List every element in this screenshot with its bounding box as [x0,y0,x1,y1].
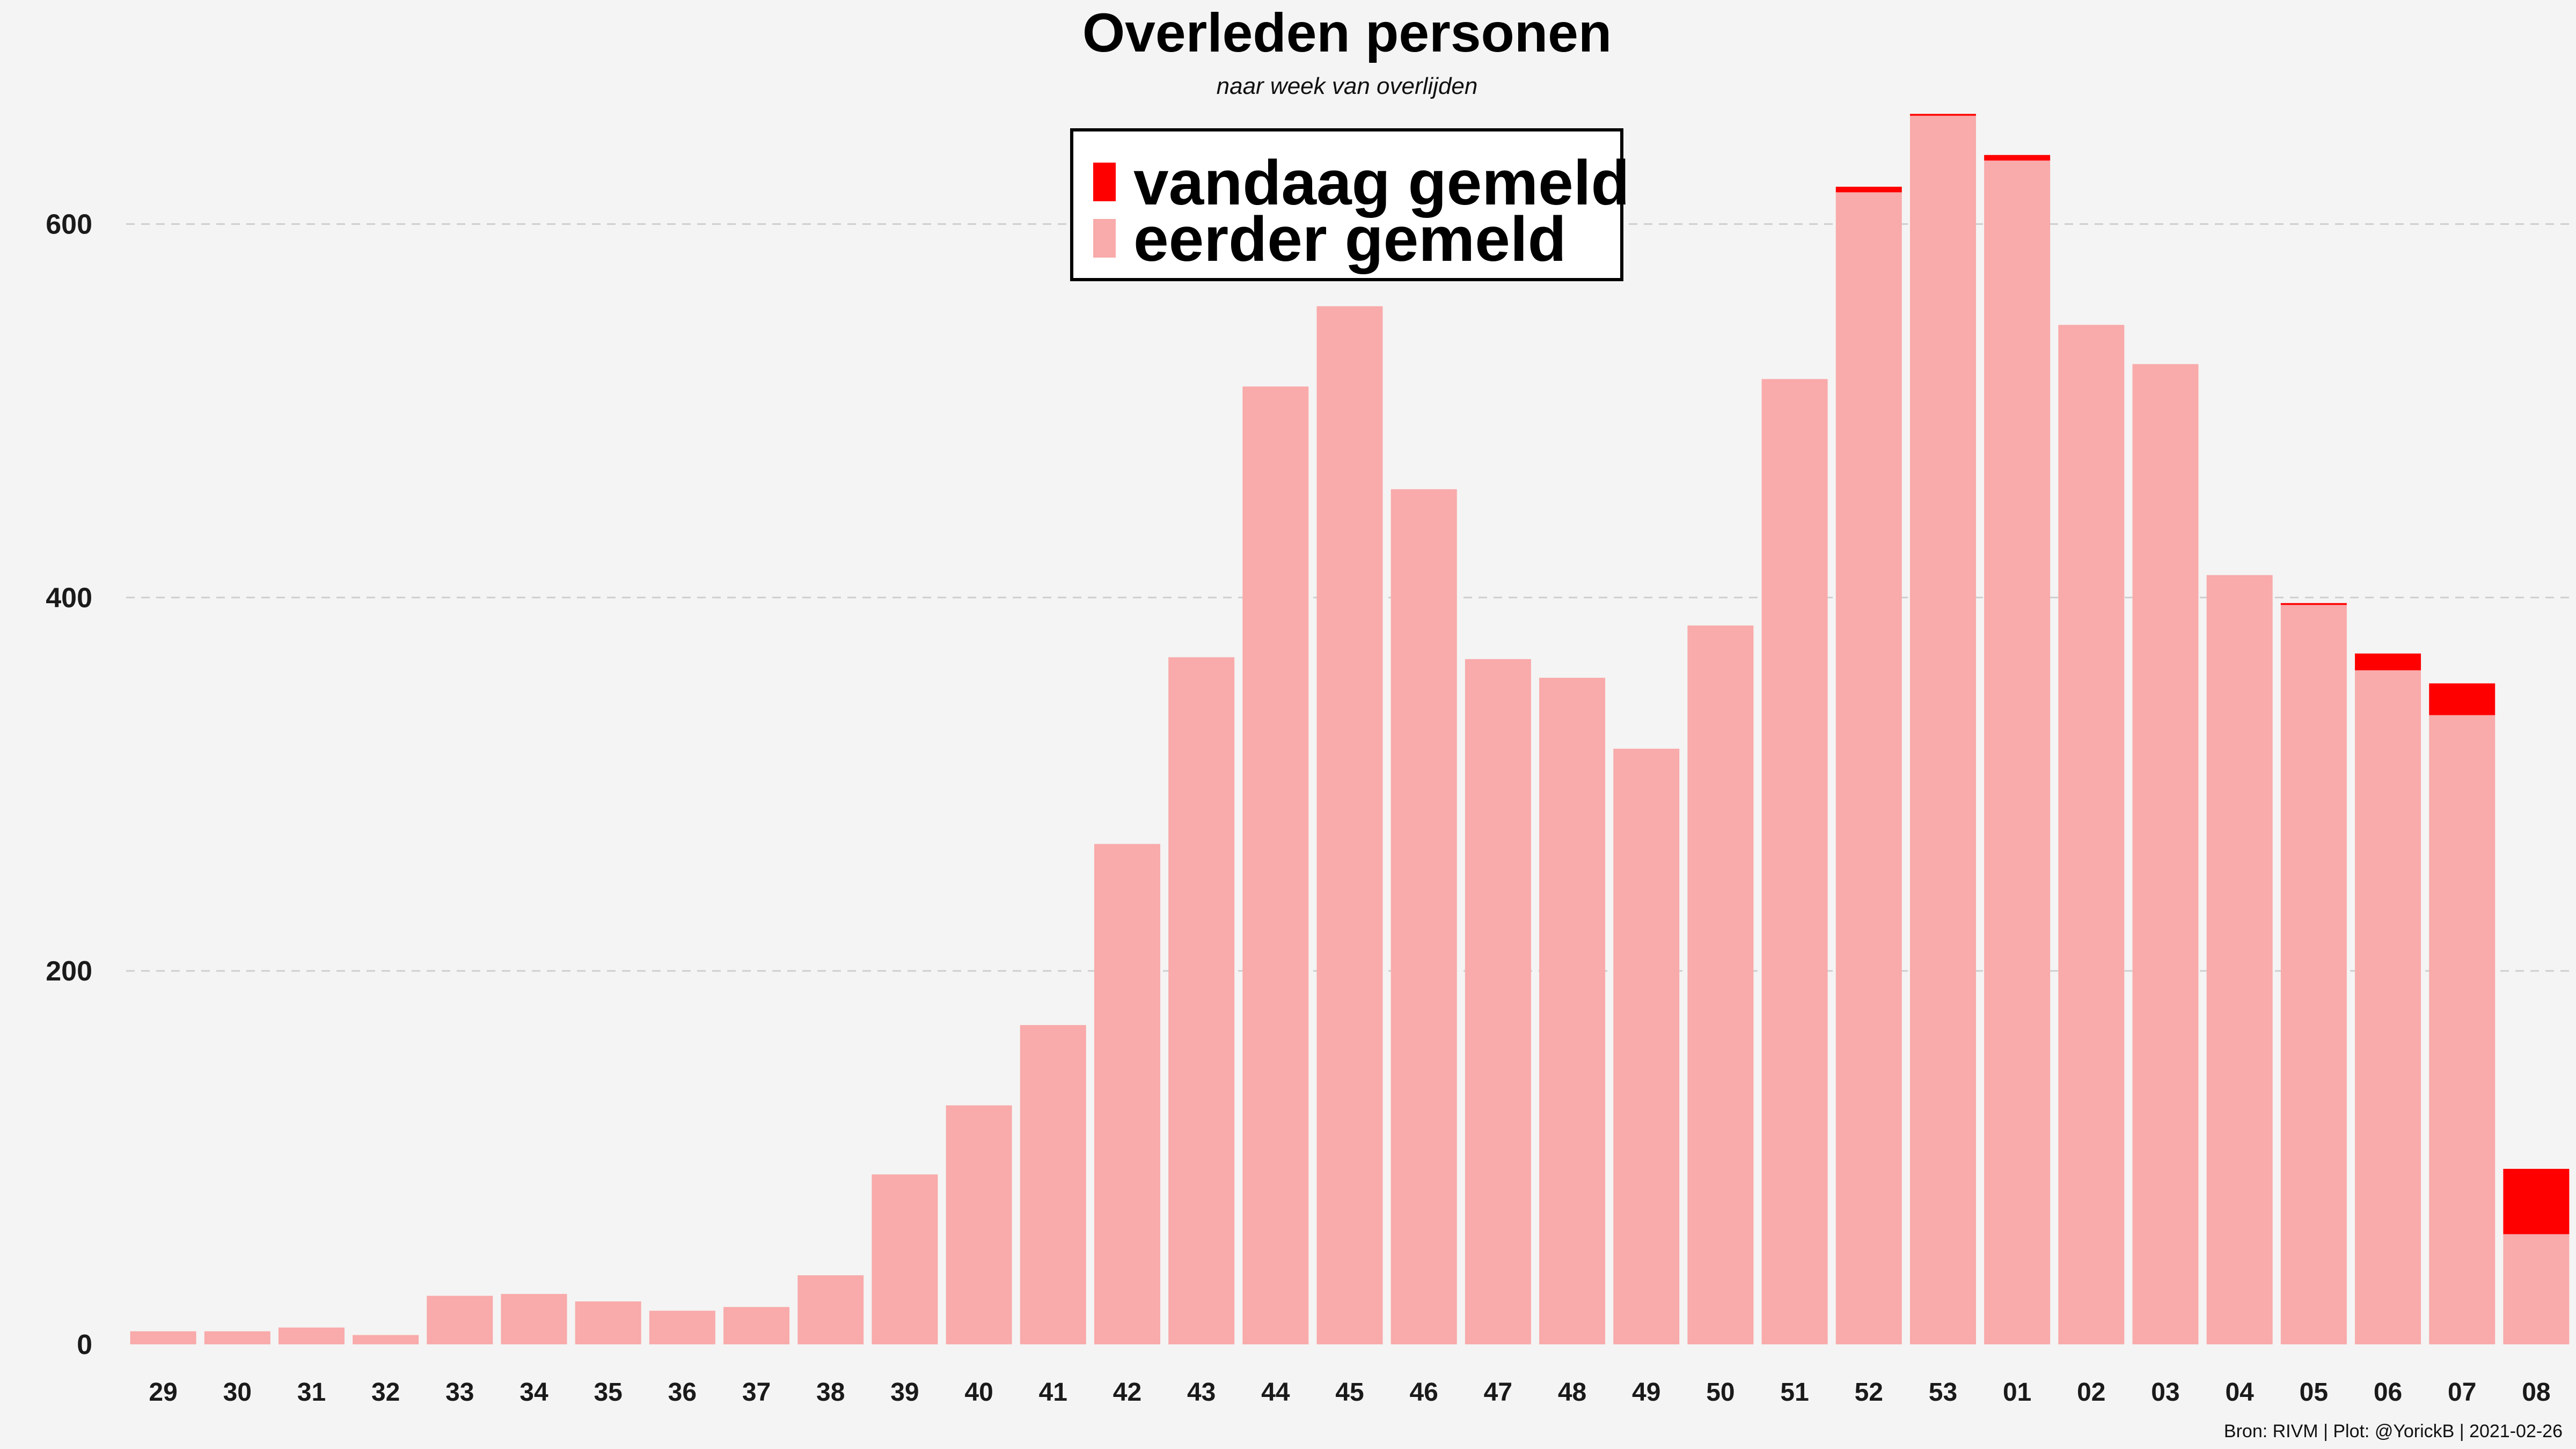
bar-eerder-gemeld-week-33 [427,1296,493,1344]
bar-vandaag-gemeld-week-08 [2503,1168,2570,1234]
y-axis-ticks: 0 200 400 600 [46,209,92,1361]
x-tick-label: 34 [519,1378,548,1407]
x-tick-label: 36 [668,1378,697,1407]
x-tick-label: 30 [223,1378,252,1407]
bar-eerder-gemeld-week-06 [2355,670,2421,1344]
x-tick-label: 01 [2003,1378,2031,1407]
bar-eerder-gemeld-week-42 [1094,844,1160,1344]
x-tick-label: 31 [297,1378,326,1407]
bar-eerder-gemeld-week-05 [2280,605,2347,1344]
x-tick-label: 48 [1558,1378,1586,1407]
bar-eerder-gemeld-week-35 [575,1301,641,1344]
x-tick-label: 49 [1632,1378,1660,1407]
x-tick-label: 35 [594,1378,622,1407]
bar-eerder-gemeld-week-40 [946,1105,1012,1344]
x-tick-label: 04 [2225,1378,2254,1407]
legend-swatch-eerder [1093,219,1116,258]
x-tick-label: 06 [2374,1378,2402,1407]
bar-eerder-gemeld-week-08 [2503,1234,2570,1344]
bar-eerder-gemeld-week-49 [1613,749,1680,1344]
chart-subtitle: naar week van overlijden [1217,73,1478,99]
bar-eerder-gemeld-week-39 [872,1174,938,1344]
x-tick-label: 37 [742,1378,771,1407]
x-tick-label: 44 [1261,1378,1290,1407]
x-tick-label: 42 [1113,1378,1141,1407]
bar-eerder-gemeld-week-52 [1835,192,1902,1344]
bar-eerder-gemeld-week-44 [1242,386,1309,1344]
bar-eerder-gemeld-week-46 [1391,489,1457,1344]
bar-eerder-gemeld-week-45 [1316,306,1383,1345]
x-tick-label: 03 [2151,1378,2179,1407]
x-tick-label: 46 [1409,1378,1438,1407]
bar-eerder-gemeld-week-04 [2206,575,2273,1344]
x-axis-ticks: 29 30 31 32 33 34 35 36 37 38 39 40 41 42 43 44 45 46 47 48… [149,1378,2550,1407]
x-tick-label: 51 [1780,1378,1809,1407]
bar-eerder-gemeld-week-02 [2058,325,2125,1344]
x-tick-label: 08 [2522,1378,2550,1407]
bar-eerder-gemeld-week-47 [1465,659,1531,1344]
bar-vandaag-gemeld-week-07 [2429,683,2496,715]
bar-eerder-gemeld-week-30 [204,1331,270,1344]
x-tick-label: 32 [371,1378,400,1407]
x-tick-label: 41 [1039,1378,1067,1407]
bar-eerder-gemeld-week-51 [1761,379,1828,1345]
bars [130,114,2570,1345]
bar-eerder-gemeld-week-38 [797,1275,864,1344]
legend: vandaag gemeld eerder gemeld [1070,128,1630,281]
y-tick-label: 200 [46,956,92,987]
x-tick-label: 43 [1187,1378,1216,1407]
bar-vandaag-gemeld-week-53 [1909,114,1976,116]
x-tick-label: 45 [1335,1378,1364,1407]
bar-eerder-gemeld-week-37 [723,1307,790,1344]
x-tick-label: 47 [1484,1378,1512,1407]
x-tick-label: 39 [890,1378,919,1407]
x-tick-label: 29 [149,1378,177,1407]
bar-eerder-gemeld-week-53 [1909,115,1976,1345]
bar-eerder-gemeld-week-31 [278,1327,345,1344]
x-tick-label: 38 [816,1378,845,1407]
x-tick-label: 53 [1929,1378,1957,1407]
legend-swatch-vandaag [1093,163,1116,201]
x-tick-label: 50 [1706,1378,1735,1407]
bar-vandaag-gemeld-week-52 [1835,186,1902,193]
x-tick-label: 52 [1855,1378,1883,1407]
bar-eerder-gemeld-week-50 [1687,625,1754,1344]
bar-vandaag-gemeld-week-05 [2280,603,2347,605]
bar-eerder-gemeld-week-01 [1984,160,2051,1345]
bar-eerder-gemeld-week-36 [649,1311,715,1344]
bar-eerder-gemeld-week-48 [1539,677,1606,1344]
bar-eerder-gemeld-week-29 [130,1331,196,1344]
bar-eerder-gemeld-week-32 [353,1335,419,1344]
chart-title: Overleden personen [1082,2,1612,63]
bar-eerder-gemeld-week-34 [501,1294,567,1344]
bar-vandaag-gemeld-week-01 [1984,155,2051,161]
y-tick-label: 600 [46,209,92,240]
x-tick-label: 40 [964,1378,993,1407]
x-tick-label: 05 [2300,1378,2328,1407]
bar-eerder-gemeld-week-43 [1168,657,1235,1344]
bar-eerder-gemeld-week-07 [2429,715,2496,1344]
legend-box [1070,128,1623,281]
y-tick-label: 0 [77,1329,92,1360]
bar-eerder-gemeld-week-03 [2132,364,2199,1344]
bar-vandaag-gemeld-week-06 [2355,653,2421,671]
x-tick-label: 02 [2077,1378,2105,1407]
source-caption: Bron: RIVM | Plot: @YorickB | 2021-02-26 [2224,1421,2563,1441]
legend-label-vandaag: vandaag gemeld [1133,148,1630,218]
x-tick-label: 07 [2448,1378,2476,1407]
x-tick-label: 33 [445,1378,474,1407]
bar-eerder-gemeld-week-41 [1020,1025,1086,1344]
legend-label-eerder: eerder gemeld [1133,204,1567,275]
y-tick-label: 400 [46,582,92,613]
